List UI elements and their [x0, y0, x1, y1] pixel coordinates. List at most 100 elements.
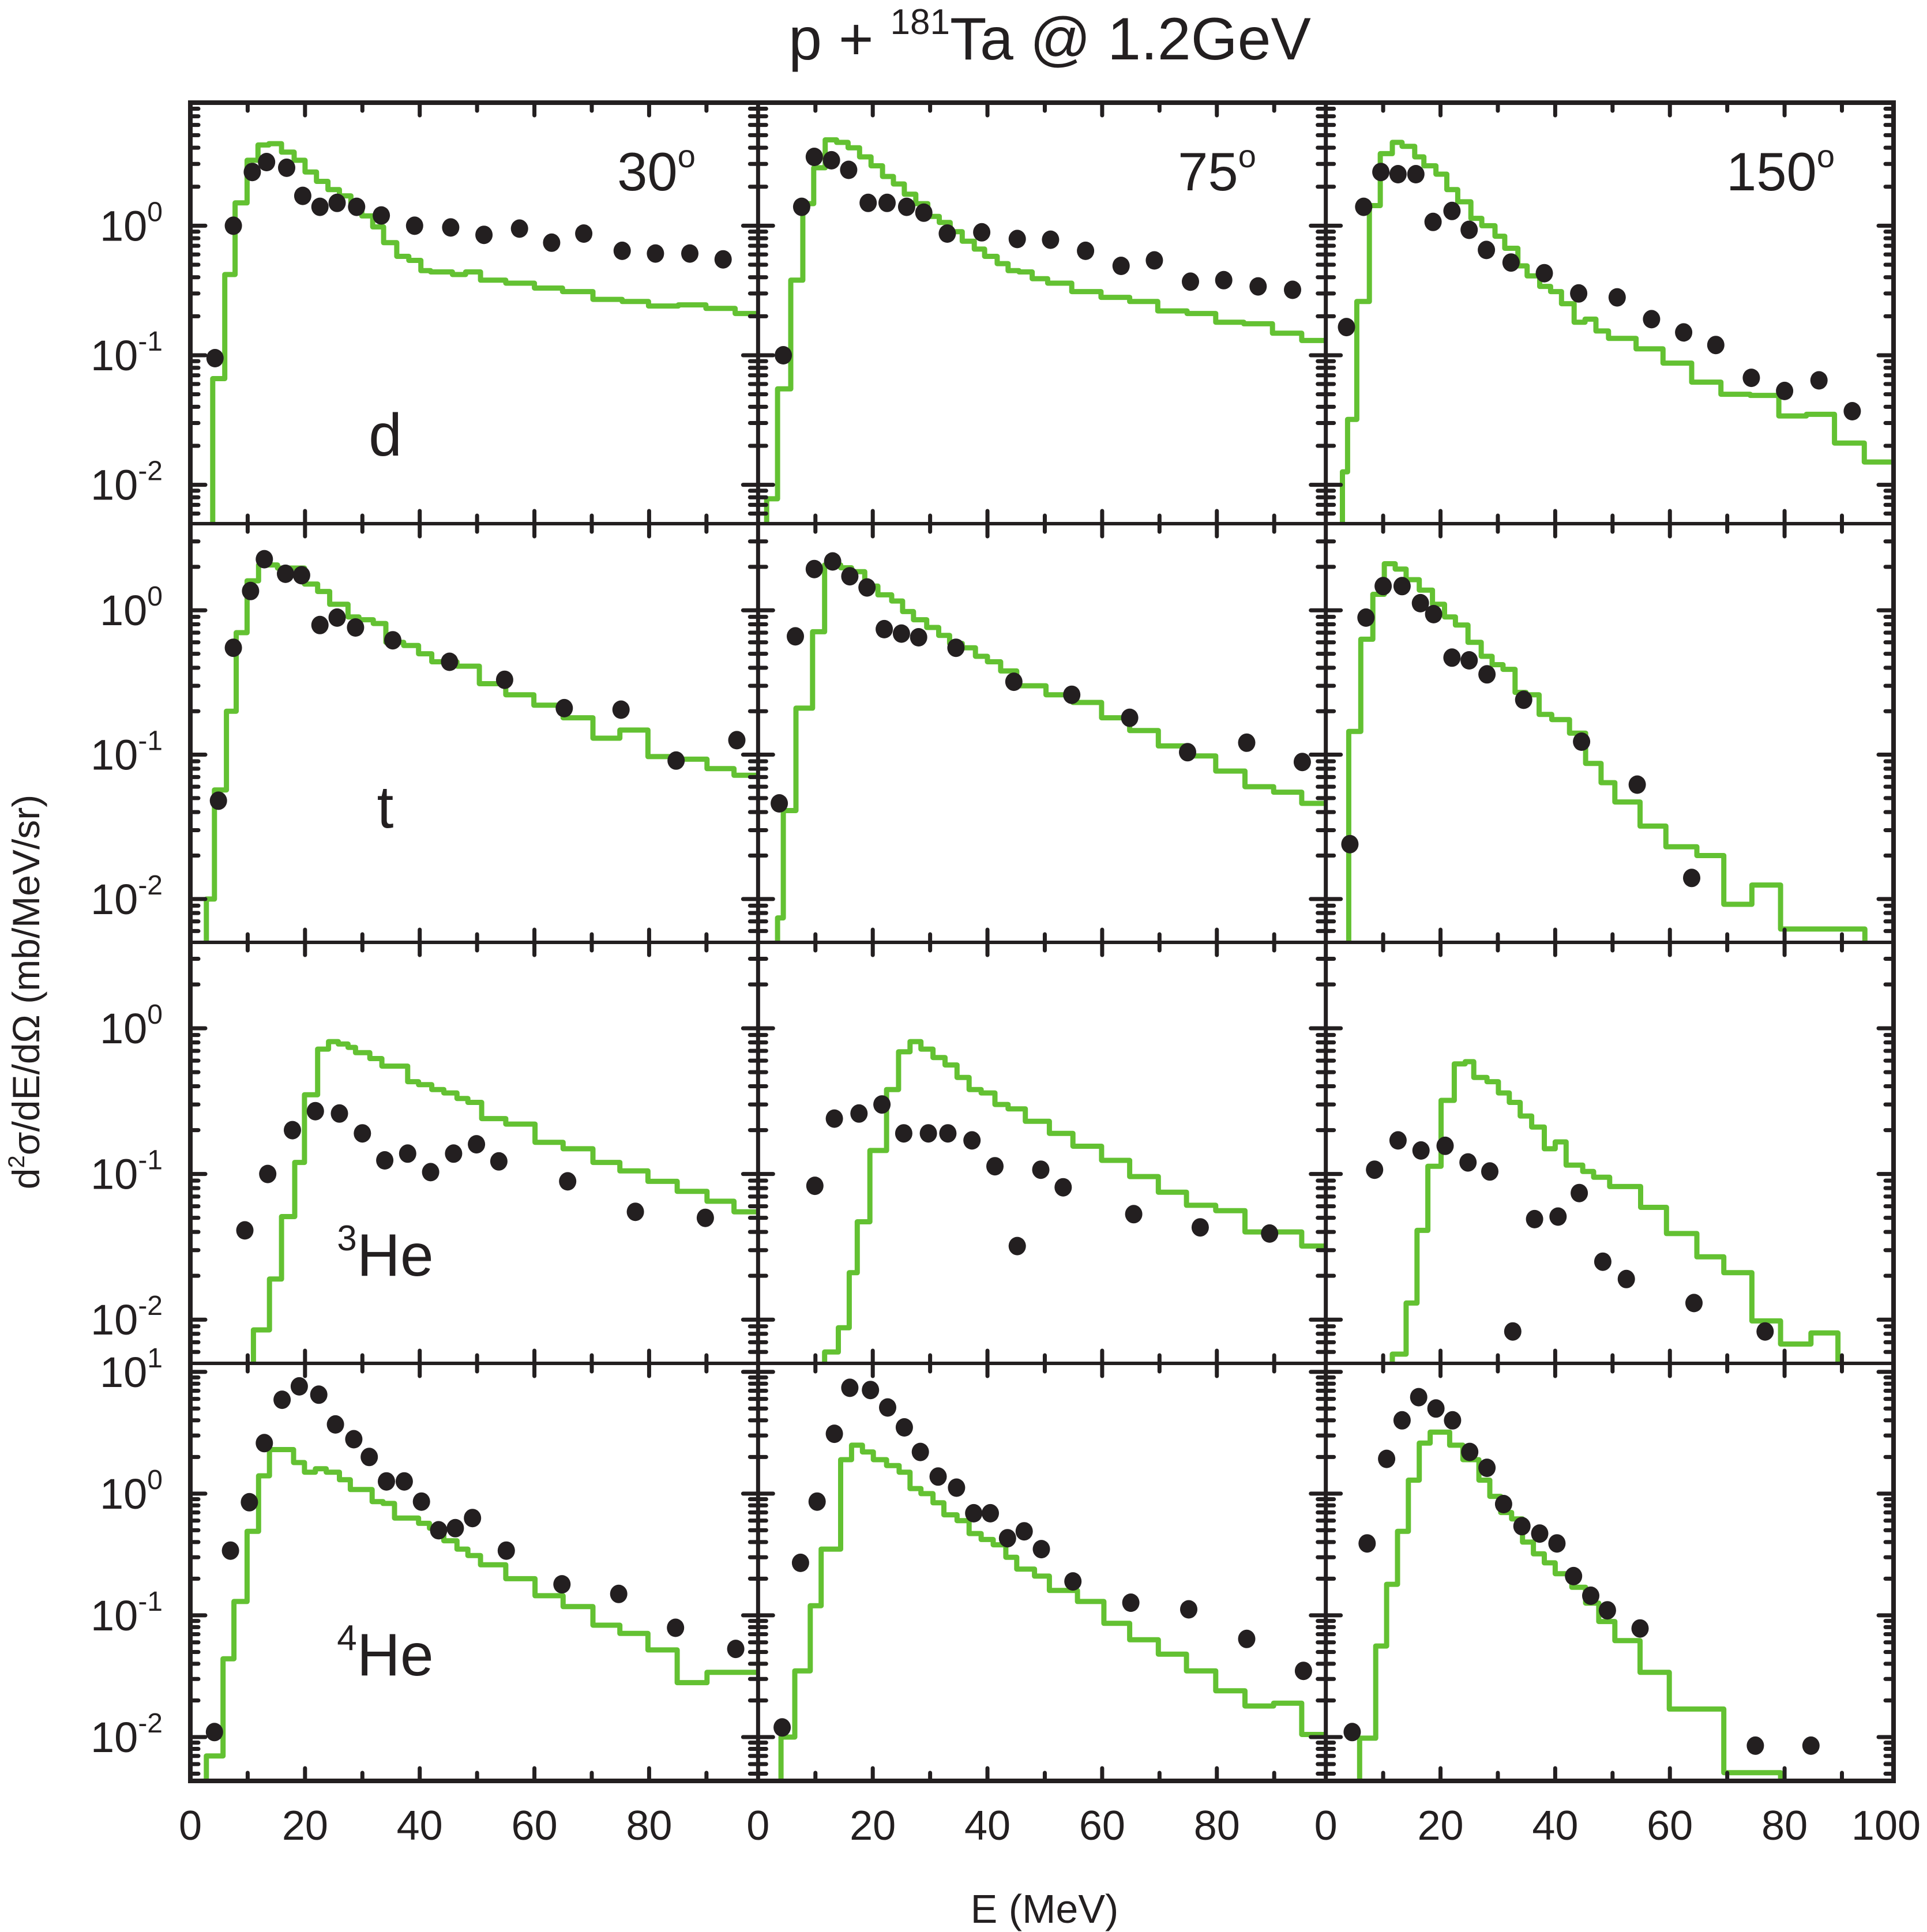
x-tick-label: 0	[1314, 1803, 1338, 1849]
data-point	[791, 1553, 809, 1572]
data-point	[256, 1434, 273, 1453]
data-point	[241, 1493, 258, 1512]
y-tick-label-exp: 0	[147, 999, 163, 1030]
y-tick-label-base: 10	[100, 1005, 147, 1053]
x-tick-label: 40	[397, 1803, 443, 1849]
y-tick-label: 10-1	[91, 726, 163, 779]
data-point	[1843, 402, 1861, 420]
data-point	[1389, 1131, 1407, 1150]
panel-r2-c1	[806, 1039, 1326, 1363]
y-tick-label-base: 10	[91, 731, 138, 779]
data-point	[1410, 1388, 1428, 1407]
data-point	[284, 1121, 301, 1140]
x-tick-label: 60	[1647, 1803, 1693, 1849]
data-point	[939, 1124, 957, 1143]
data-point	[328, 193, 346, 212]
data-point	[348, 197, 366, 216]
data-point	[1372, 163, 1390, 182]
data-point	[1565, 1566, 1583, 1585]
data-point	[495, 670, 513, 689]
data-point	[986, 1157, 1004, 1176]
data-point	[910, 628, 927, 646]
data-point	[1478, 665, 1496, 684]
y-tick-label-base: 10	[100, 202, 147, 250]
data-point	[1393, 577, 1411, 596]
data-point	[1494, 1495, 1512, 1513]
data-point	[808, 1492, 826, 1511]
data-point	[1121, 708, 1139, 727]
model-histogram	[1357, 1429, 1783, 1781]
model-histogram	[1389, 1059, 1841, 1363]
data-point	[306, 1102, 324, 1121]
y-tick-label: 100	[100, 1465, 163, 1518]
data-point	[1549, 1207, 1567, 1226]
data-point	[911, 1442, 929, 1461]
data-point	[490, 1152, 508, 1171]
data-point	[982, 1503, 999, 1523]
data-point	[895, 1124, 912, 1143]
data-point	[1535, 264, 1553, 283]
y-tick-label-base: 10	[91, 875, 138, 923]
data-point	[963, 1131, 981, 1150]
data-point	[1515, 690, 1532, 709]
data-point	[399, 1144, 416, 1163]
model-histogram	[778, 1442, 1326, 1781]
data-point	[1407, 165, 1425, 183]
y-tick-label-base: 10	[100, 1470, 147, 1518]
degree-sign: o	[1817, 138, 1835, 174]
data-point	[1548, 1534, 1566, 1553]
x-tick-label: 20	[850, 1803, 896, 1849]
data-point	[1460, 220, 1478, 239]
data-point	[1570, 284, 1588, 303]
model-histogram	[204, 562, 758, 942]
particle-label: d	[369, 402, 402, 469]
data-point	[553, 1575, 571, 1594]
data-point	[294, 186, 311, 205]
data-point	[1444, 1411, 1462, 1430]
data-point	[1675, 323, 1693, 342]
x-tick-label: 40	[1532, 1803, 1578, 1849]
panel-r2-c0	[236, 1039, 758, 1363]
data-point	[360, 1448, 378, 1467]
data-point	[681, 244, 698, 263]
data-point	[1180, 1600, 1197, 1619]
data-point	[224, 638, 242, 657]
labels: 10010-110-2d10010-110-2t10010-110-23He10…	[91, 138, 1921, 1849]
data-point	[998, 1529, 1016, 1548]
data-point	[259, 1164, 277, 1183]
data-point	[1571, 1183, 1588, 1202]
y-tick-label-base: 10	[100, 587, 147, 634]
data-point	[422, 1163, 440, 1182]
data-point	[1526, 1209, 1543, 1228]
data-point	[1042, 230, 1060, 249]
data-point	[1504, 1322, 1522, 1341]
data-point	[626, 1202, 644, 1221]
data-point	[1182, 272, 1199, 291]
data-point	[1411, 593, 1429, 612]
data-point	[1032, 1540, 1050, 1559]
axes	[188, 100, 1896, 1783]
data-point	[667, 1618, 685, 1637]
data-point	[412, 1492, 430, 1511]
y-tick-label-exp: -2	[138, 1708, 163, 1739]
data-point	[1460, 651, 1478, 670]
data-point	[929, 1467, 947, 1486]
data-point	[948, 1478, 966, 1497]
data-point	[612, 700, 630, 719]
model-histogram	[1346, 561, 1868, 942]
data-point	[1685, 1294, 1703, 1313]
data-point	[1513, 1517, 1531, 1536]
data-point	[1412, 1141, 1430, 1160]
panel-r3-c0	[204, 1377, 758, 1781]
data-point	[858, 578, 876, 597]
data-point	[1802, 1736, 1820, 1755]
data-point	[1481, 1162, 1498, 1181]
chart-title: p + 181Ta @ 1.2GeV	[788, 2, 1311, 73]
data-point	[919, 1124, 937, 1143]
particle-label-mass: 4	[337, 1618, 356, 1658]
y-tick-label-base: 10	[91, 1151, 138, 1198]
data-point	[1393, 1411, 1411, 1430]
data-point	[1459, 1153, 1477, 1172]
data-point	[840, 160, 858, 179]
data-point	[915, 203, 933, 222]
